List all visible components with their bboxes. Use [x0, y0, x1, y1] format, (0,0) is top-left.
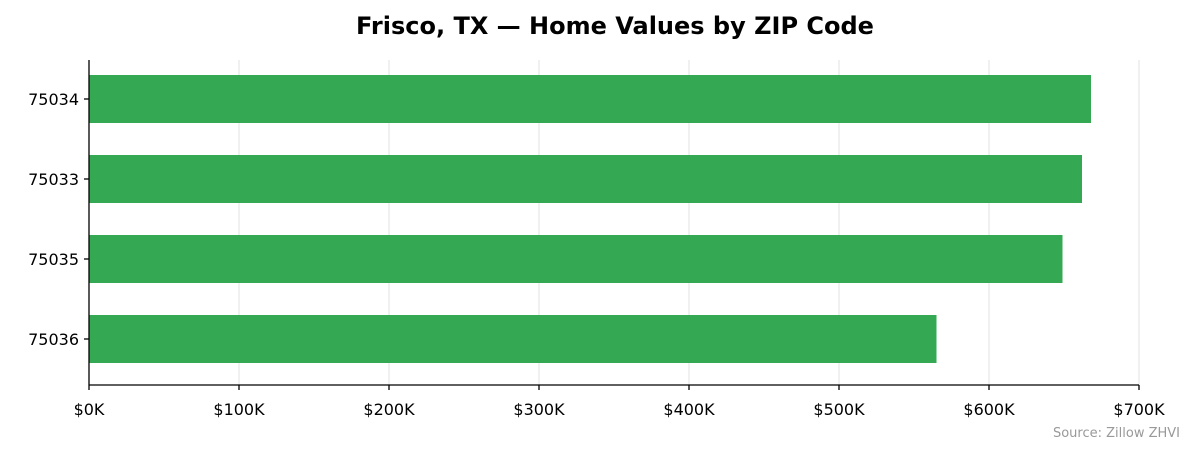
x-tick-label-0: $0K [74, 400, 105, 419]
x-axis-ticks: $0K $100K $200K $300K $400K $500K $600K $700K [74, 385, 1165, 419]
bar-75033 [89, 155, 1082, 203]
bar-75035 [89, 235, 1063, 283]
x-tick-label-2: $200K [363, 400, 415, 419]
source-note: Source: Zillow ZHVI [1053, 426, 1180, 441]
chart-title: Frisco, TX — Home Values by ZIP Code [356, 12, 874, 40]
x-tick-label-7: $700K [1113, 400, 1165, 419]
y-tick-label-75036: 75036 [28, 330, 79, 349]
x-tick-label-4: $400K [663, 400, 715, 419]
x-tick-label-1: $100K [213, 400, 265, 419]
x-tick-label-6: $600K [963, 400, 1015, 419]
bars [89, 75, 1091, 363]
y-axis-ticks: 75034 75033 75035 75036 [28, 90, 89, 349]
y-tick-label-75033: 75033 [28, 170, 79, 189]
axes [88, 60, 1139, 386]
bar-75034 [89, 75, 1091, 123]
x-tick-label-5: $500K [813, 400, 865, 419]
x-tick-label-3: $300K [513, 400, 565, 419]
bar-75036 [89, 315, 937, 363]
y-tick-label-75035: 75035 [28, 250, 79, 269]
y-tick-label-75034: 75034 [28, 90, 79, 109]
